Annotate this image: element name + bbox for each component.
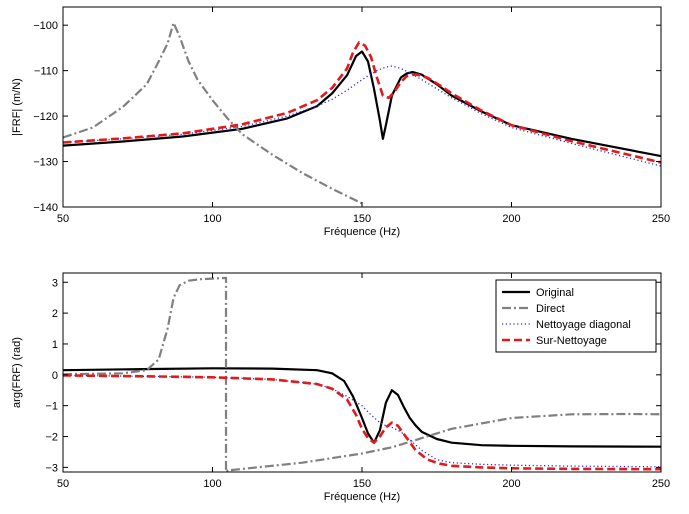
legend-label-0: Original <box>536 287 574 299</box>
legend-label-2: Nettoyage diagonal <box>536 319 631 331</box>
x-tick-label: 150 <box>353 213 371 225</box>
legend-label-3: Sur-Nettoyage <box>536 335 607 347</box>
y-axis-label: |FRF| (m/N) <box>11 78 23 136</box>
magnitude-plot: 50 100 150 200 250 −140 −130 −120 −110 −100 Fréque… <box>11 6 670 238</box>
y-tick-label: −140 <box>33 202 58 214</box>
x-axis-label: Fréquence (Hz) <box>324 491 400 503</box>
x-tick-label: 100 <box>203 213 221 225</box>
x-tick-label: 50 <box>57 478 69 490</box>
y-tick-label: −120 <box>33 111 58 123</box>
y-tick-label: −1 <box>45 401 58 413</box>
x-tick-label: 150 <box>353 478 371 490</box>
phase-plot: 50 100 150 200 250 −3 −2 −1 0 1 2 3 Fréquence (Hz) ar… <box>11 272 670 503</box>
x-tick-label: 50 <box>57 213 69 225</box>
y-tick-label: −2 <box>45 432 58 444</box>
series-line-0 <box>63 50 661 158</box>
series-line-0 <box>63 367 661 448</box>
series-line-2 <box>63 374 661 468</box>
series-line-2 <box>63 65 661 167</box>
y-tick-label: −110 <box>34 66 58 78</box>
x-axis-label: Fréquence (Hz) <box>324 226 400 238</box>
y-tick-label: −130 <box>33 157 58 169</box>
x-tick-label: 250 <box>652 478 670 490</box>
legend-label-1: Direct <box>536 303 565 315</box>
x-tick-label: 200 <box>502 478 520 490</box>
x-tick-label: 100 <box>203 478 221 490</box>
y-axis-label: arg(FRF) (rad) <box>11 337 23 408</box>
series-line-3 <box>63 374 661 471</box>
y-tick-label: 1 <box>52 339 58 351</box>
x-tick-label: 250 <box>652 213 670 225</box>
y-tick-label: −100 <box>33 20 58 32</box>
series-line-3 <box>63 41 661 164</box>
plot-area <box>63 7 661 207</box>
legend: Original Direct Nettoyage diagonal Sur-Nett… <box>495 279 657 353</box>
y-tick-label: 2 <box>52 308 58 320</box>
series-group <box>63 21 661 205</box>
y-tick-label: 0 <box>52 370 58 382</box>
x-tick-label: 200 <box>502 213 520 225</box>
y-tick-label: −3 <box>45 462 58 474</box>
series-line-1 <box>63 21 363 205</box>
y-tick-label: 3 <box>52 277 58 289</box>
